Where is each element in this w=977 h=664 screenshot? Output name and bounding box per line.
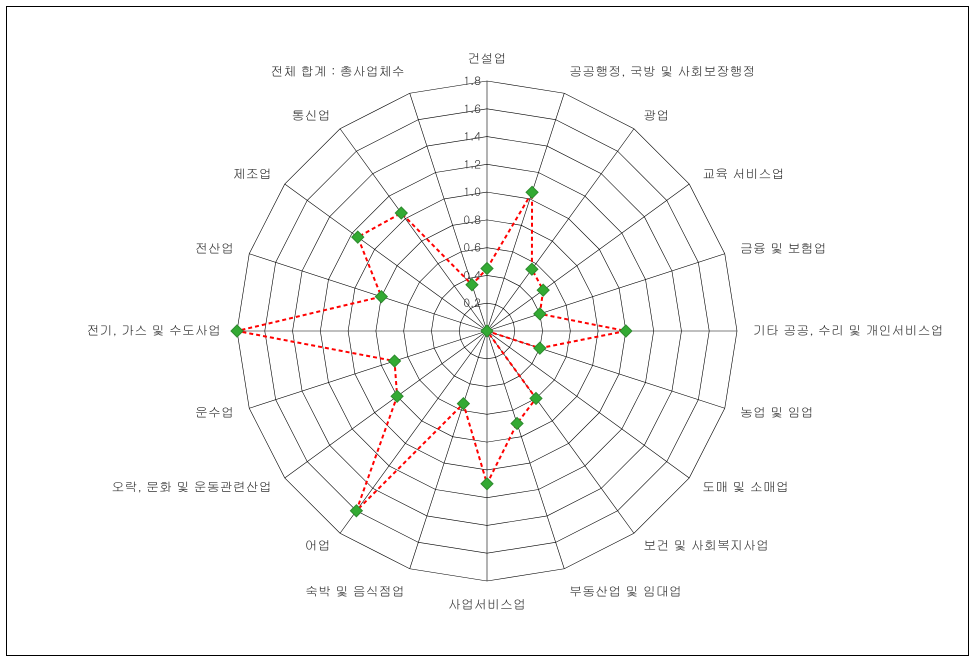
category-label: 사업서비스업 xyxy=(448,594,526,613)
category-label: 전산업 xyxy=(195,238,234,257)
series-marker xyxy=(526,186,538,198)
series-marker xyxy=(534,308,546,320)
series-marker xyxy=(537,284,549,296)
radar-chart: 0.20.40.60.81.01.21.41.61.8건설업공공행정, 국방 및… xyxy=(7,7,968,655)
spoke xyxy=(410,331,487,569)
series-line xyxy=(237,192,626,510)
spoke xyxy=(285,331,487,478)
series-marker xyxy=(231,325,243,337)
category-label: 금융 및 보험업 xyxy=(740,238,827,257)
category-label: 부동산업 및 임대업 xyxy=(569,581,682,600)
category-label: 공공행정, 국방 및 사회보장행정 xyxy=(569,61,755,80)
series-marker xyxy=(534,342,546,354)
series-marker xyxy=(481,478,493,490)
axis-tick-label: 1.4 xyxy=(463,128,481,145)
axis-tick-label: 1.0 xyxy=(463,183,481,200)
category-label: 농업 및 임업 xyxy=(740,402,814,421)
category-label: 어업 xyxy=(305,535,331,554)
axis-tick-label: 1.8 xyxy=(463,72,481,89)
spoke xyxy=(340,331,487,533)
axis-tick-label: 1.2 xyxy=(463,155,481,172)
axis-tick-label: 0.6 xyxy=(463,239,481,256)
category-label: 통신업 xyxy=(292,105,331,124)
category-label: 전체 합계 : 총사업체수 xyxy=(270,61,404,80)
series-marker xyxy=(620,325,632,337)
category-label: 광업 xyxy=(643,105,669,124)
category-label: 보건 및 사회복지사업 xyxy=(643,535,769,554)
series-marker xyxy=(389,355,401,367)
axis-tick-label: 0.2 xyxy=(463,294,481,311)
category-label: 숙박 및 음식점업 xyxy=(305,581,405,600)
series-marker xyxy=(375,291,387,303)
chart-frame: 0.20.40.60.81.01.21.41.61.8건설업공공행정, 국방 및… xyxy=(6,6,969,656)
series-marker xyxy=(526,263,538,275)
spoke xyxy=(487,184,689,331)
category-label: 도매 및 소매업 xyxy=(702,476,789,495)
category-labels: 건설업공공행정, 국방 및 사회보장행정광업교육 서비스업금융 및 보험업기타 … xyxy=(87,48,944,613)
axis-ticks: 0.20.40.60.81.01.21.41.61.8 xyxy=(463,72,481,311)
spoke xyxy=(487,93,564,331)
spoke xyxy=(487,331,689,478)
spoke xyxy=(487,254,725,331)
axis-tick-label: 1.6 xyxy=(463,100,481,117)
category-label: 오락, 문화 및 운동관련산업 xyxy=(111,476,271,495)
spoke xyxy=(249,331,487,408)
category-label: 제조업 xyxy=(233,164,272,183)
category-label: 기타 공공, 수리 및 개인서비스업 xyxy=(753,320,944,339)
spoke xyxy=(285,184,487,331)
category-label: 건설업 xyxy=(468,48,507,67)
category-label: 운수업 xyxy=(195,402,234,421)
spoke xyxy=(487,331,634,533)
series-marker xyxy=(395,207,407,219)
spoke xyxy=(487,331,564,569)
series-marker xyxy=(352,231,364,243)
category-label: 교육 서비스업 xyxy=(702,164,784,183)
axis-tick-label: 0.8 xyxy=(463,211,481,228)
category-label: 전기, 가스 및 수도사업 xyxy=(87,320,221,339)
